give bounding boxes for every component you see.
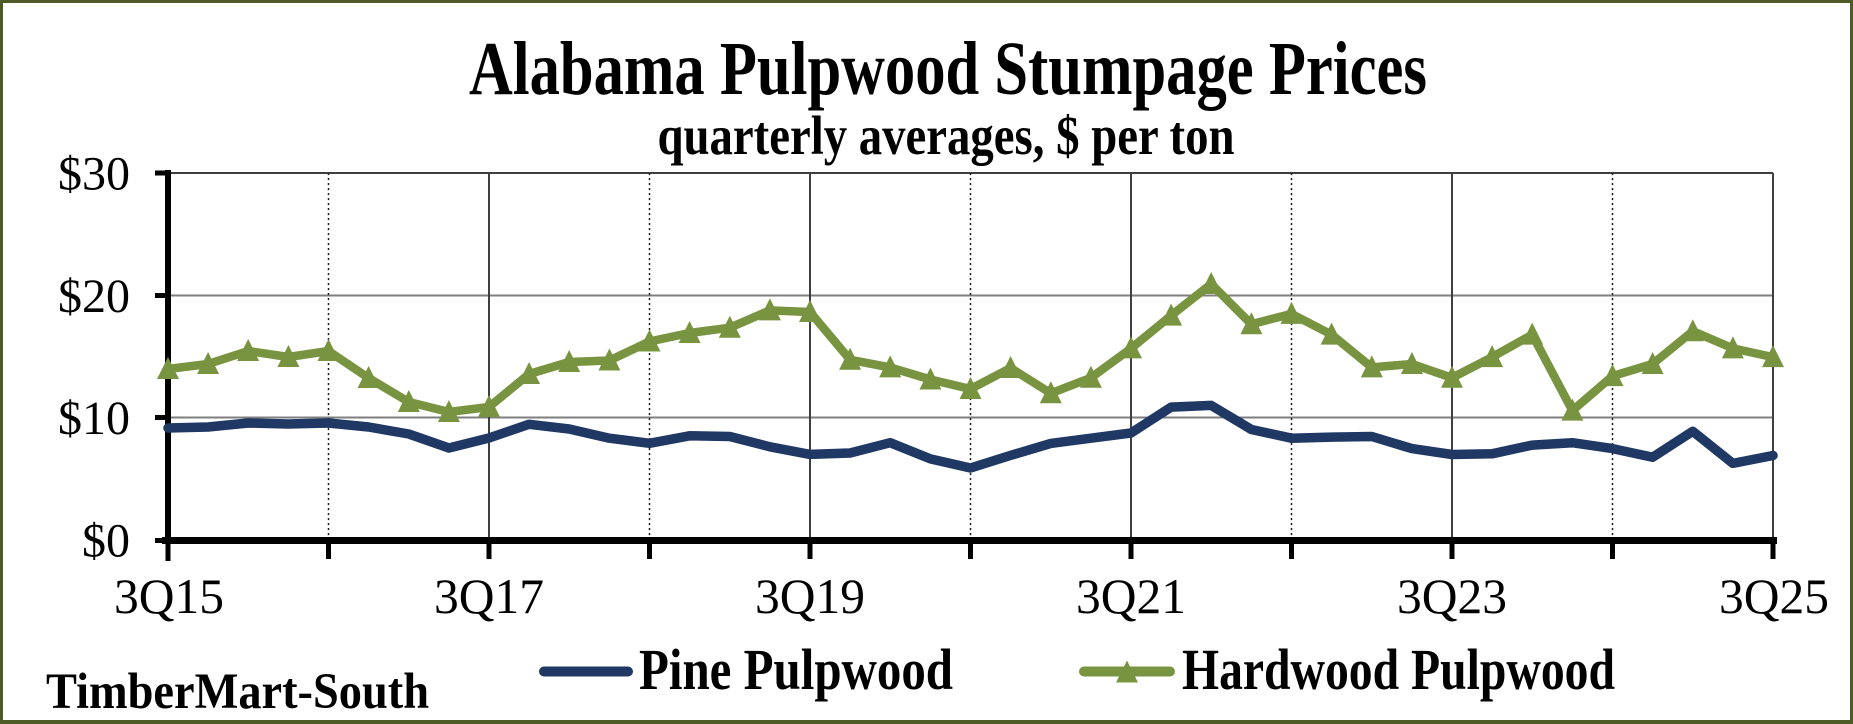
svg-text:$20: $20 <box>58 270 130 323</box>
svg-text:TimberMart-South: TimberMart-South <box>46 664 429 720</box>
svg-text:3Q17: 3Q17 <box>434 569 544 624</box>
svg-text:Alabama Pulpwood Stumpage Pric: Alabama Pulpwood Stumpage Prices <box>469 27 1427 111</box>
svg-text:3Q21: 3Q21 <box>1076 569 1186 624</box>
svg-text:$0: $0 <box>82 515 130 568</box>
svg-text:3Q25: 3Q25 <box>1719 569 1829 624</box>
svg-text:quarterly averages, $ per ton: quarterly averages, $ per ton <box>658 105 1235 166</box>
svg-text:$10: $10 <box>58 392 130 445</box>
svg-text:Pine Pulpwood: Pine Pulpwood <box>639 637 953 702</box>
svg-text:Hardwood Pulpwood: Hardwood Pulpwood <box>1182 637 1615 702</box>
svg-text:$30: $30 <box>58 148 130 201</box>
svg-text:3Q19: 3Q19 <box>755 569 865 624</box>
svg-text:3Q23: 3Q23 <box>1397 569 1507 624</box>
svg-text:3Q15: 3Q15 <box>114 569 224 624</box>
